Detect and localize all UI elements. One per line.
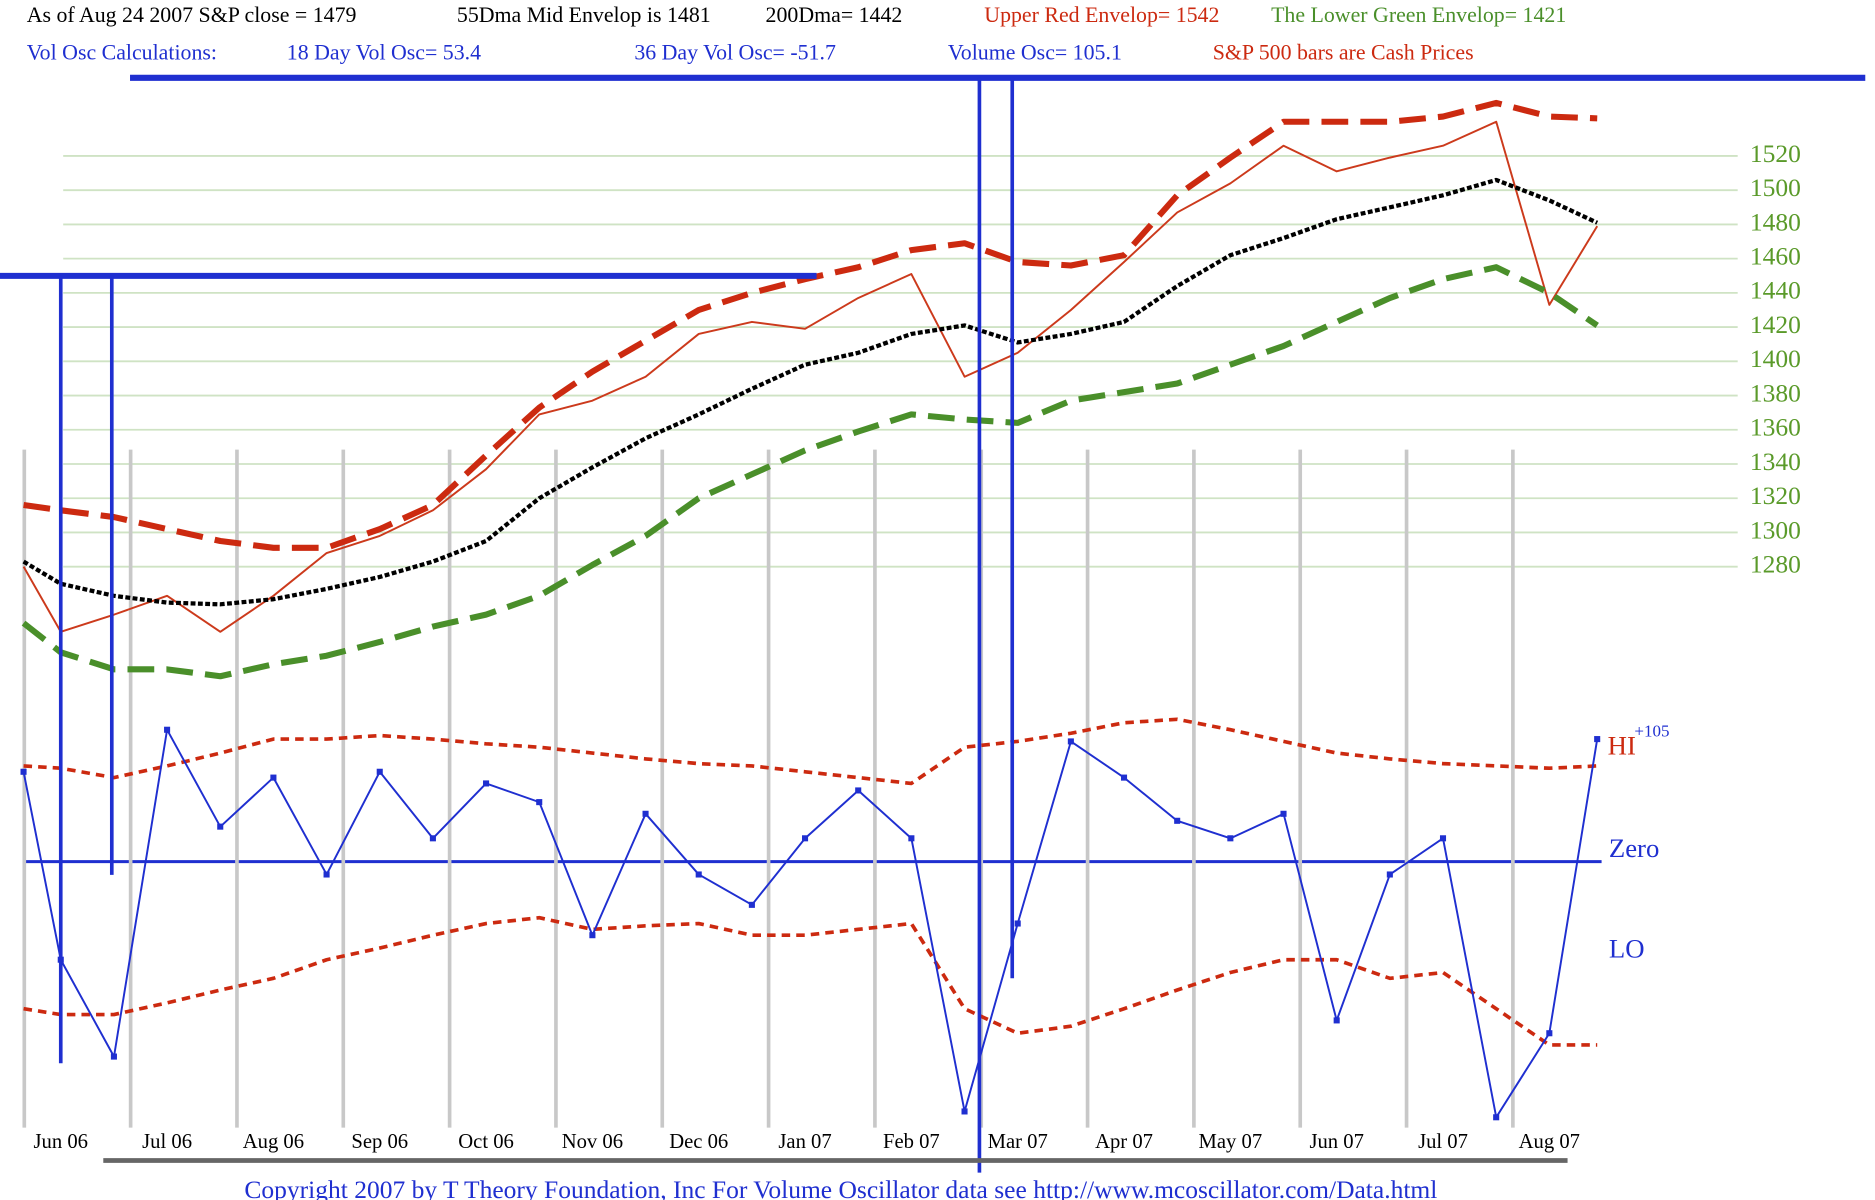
series-line [22,728,1599,1119]
x-tick-label: Aug 06 [243,1131,304,1153]
header-text: 36 Day Vol Osc= -51.7 [634,41,836,65]
header-text: 18 Day Vol Osc= 53.4 [287,41,481,65]
header-text: 55Dma Mid Envelop is 1481 [457,3,711,27]
series-line [23,717,1598,786]
point-marker [642,810,649,817]
y-tick-label: 1500 [1750,173,1801,202]
point-marker [217,823,224,830]
series-line [22,177,1599,607]
point-marker [1174,817,1181,824]
point-marker [376,768,383,775]
x-tick-label: Jul 07 [1418,1131,1468,1153]
point-marker [536,799,543,806]
y-tick-label: 1380 [1750,378,1801,407]
x-tick-label: Oct 06 [458,1131,514,1153]
header-text: Volume Osc= 105.1 [948,41,1122,65]
point-marker [1120,774,1128,781]
point-marker [1333,1017,1340,1024]
header: As of Aug 24 2007 S&P close = 1479 55Dma… [27,3,1567,65]
point-marker [908,835,915,842]
x-tick-label: Dec 06 [669,1131,728,1153]
x-tick-label: Nov 06 [562,1131,623,1153]
x-tick-label: May 07 [1199,1131,1263,1153]
point-marker [802,835,809,842]
data-layer: HI+105 LO [20,99,1669,1121]
x-tick-label: Aug 07 [1519,1131,1580,1153]
point-marker [323,871,330,878]
x-tick-label: Mar 07 [988,1131,1048,1153]
header-text: 200Dma= 1442 [766,3,903,27]
point-marker [695,871,702,878]
point-marker [483,780,490,787]
y-tick-label: 1280 [1750,550,1801,579]
series-line [23,99,1598,551]
series-line [23,915,1598,1047]
header-text: The Lower Green Envelop= 1421 [1271,3,1566,27]
point-marker [429,835,436,842]
y-tick-label: 1420 [1750,310,1801,339]
point-marker [961,1108,968,1115]
point-marker [855,787,862,794]
series-line [22,120,1599,633]
y-tick-label: Zero [1609,833,1659,863]
point-marker [270,774,277,781]
y-tick-label: 1340 [1750,447,1801,476]
footer: Copyright 2007 by T Theory Foundation, I… [244,1175,1437,1200]
x-tick-label: Jan 07 [778,1131,831,1153]
annotation: HI [1608,731,1636,761]
x-tick-label: Apr 07 [1095,1131,1153,1153]
point-marker [1386,871,1393,878]
y-tick-label: 1440 [1750,276,1801,305]
background-layer: 1280 1300 1320 1340 1360 1380 1400 1420 1440 1460… [22,139,1801,1153]
annotation: +105 [1634,722,1669,741]
header-text: As of Aug 24 2007 S&P close = 1479 [27,3,357,27]
x-tick-label: Jun 06 [34,1131,88,1153]
x-tick-label: Feb 07 [883,1131,940,1153]
annotation-lines [0,74,1866,1173]
point-marker [164,726,171,733]
point-marker [1493,1114,1500,1121]
header-text: Upper Red Envelop= 1542 [984,3,1219,27]
point-marker [20,768,27,775]
annotation: LO [1609,934,1645,964]
header-text: Vol Osc Calculations: [27,41,217,65]
y-tick-label: 1360 [1750,413,1801,442]
point-marker [1014,920,1021,927]
series-line [21,264,1599,680]
point-marker [1280,810,1287,817]
point-marker [1439,835,1447,842]
point-marker [110,1053,117,1060]
x-tick-label: Jul 06 [142,1131,192,1153]
y-tick-label: 1400 [1750,344,1801,373]
x-tick-label: Jun 07 [1309,1131,1363,1153]
point-marker [1546,1030,1553,1037]
y-tick-label: 1480 [1750,207,1801,236]
point-marker [748,901,755,908]
header-text: S&P 500 bars are Cash Prices [1213,41,1474,65]
y-tick-label: 1460 [1750,241,1801,270]
x-tick-label: Sep 06 [351,1131,408,1153]
point-marker [589,932,596,939]
point-marker [1594,736,1601,743]
y-tick-label: 1520 [1750,139,1801,168]
point-marker [1067,738,1074,745]
y-tick-label: 1320 [1750,481,1801,510]
point-marker [1227,835,1234,842]
y-tick-label: 1300 [1750,515,1801,544]
